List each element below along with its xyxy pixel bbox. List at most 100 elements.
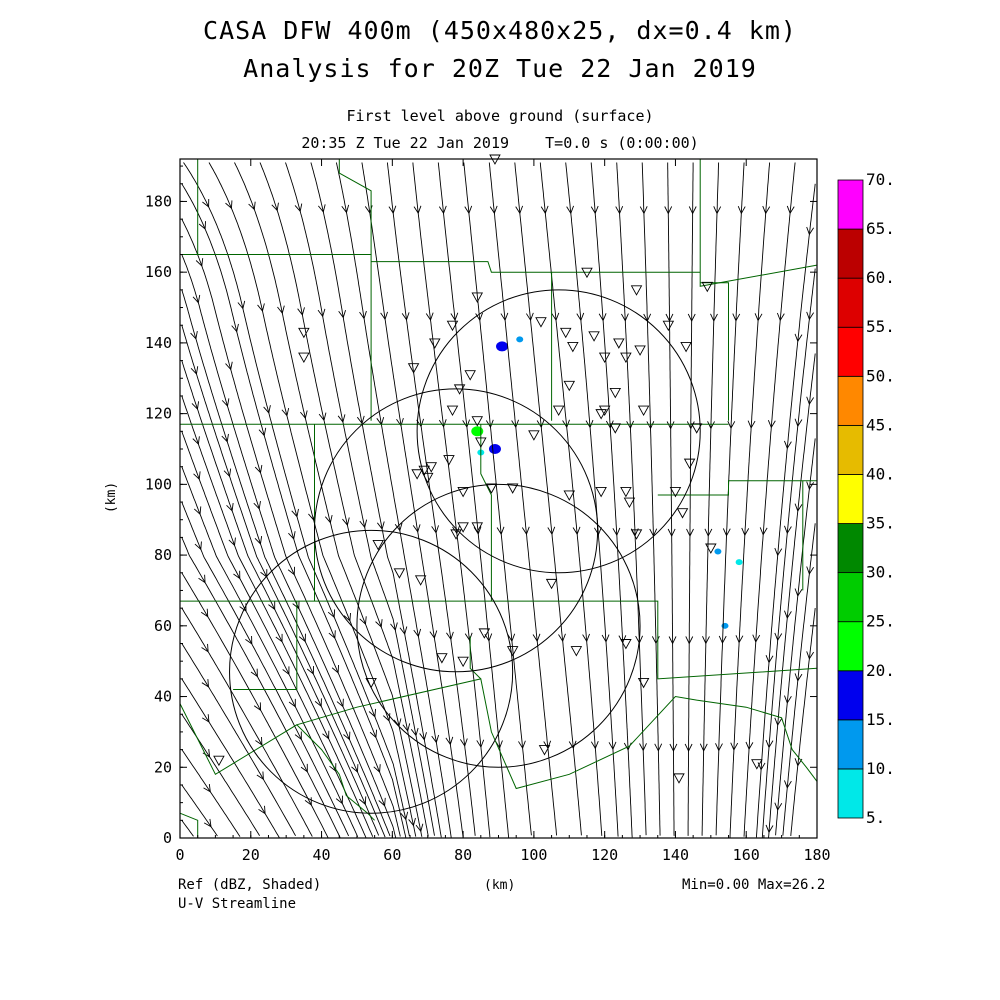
station-marker	[701, 281, 714, 293]
streamline	[412, 162, 491, 838]
streamline-arrow	[254, 464, 263, 474]
reflectivity-legend-label: Ref (dBZ, Shaded)	[178, 877, 322, 893]
streamline-arrow	[412, 524, 421, 533]
colorbar-label: 25.	[866, 612, 895, 631]
streamline	[285, 162, 435, 836]
streamline-arrow	[300, 763, 308, 773]
streamline-arrow	[765, 739, 774, 749]
colorbar-swatch	[837, 621, 864, 672]
streamline-arrow	[776, 312, 785, 322]
streamline	[775, 438, 816, 836]
streamline-arrow	[747, 420, 756, 429]
station-marker	[634, 345, 646, 356]
streamline-arrow	[515, 205, 524, 215]
streamline	[488, 162, 558, 836]
county-boundary	[699, 159, 818, 287]
streamline-arrow	[337, 414, 346, 423]
station-marker	[545, 578, 558, 590]
streamline-arrow	[702, 636, 710, 645]
streamline-arrow	[774, 802, 783, 811]
x-axis-label: (km)	[484, 878, 516, 893]
colorbar-swatch	[837, 179, 864, 230]
streamline-arrow	[343, 612, 351, 622]
streamline-arrow	[317, 308, 326, 318]
streamline	[743, 162, 796, 837]
streamline-arrow	[496, 526, 505, 536]
station-marker	[630, 285, 643, 296]
streamline-arrow	[737, 206, 746, 215]
min-max-readout: Min=0.00 Max=26.2	[682, 877, 826, 893]
streamline	[667, 162, 675, 836]
station-marker	[446, 405, 459, 417]
streamline-arrow	[794, 673, 803, 682]
station-marker	[613, 338, 625, 349]
colorbar-swatch	[837, 572, 864, 623]
streamline-arrow	[507, 633, 516, 643]
streamline-arrow	[317, 204, 326, 213]
streamline-arrow	[759, 527, 768, 536]
station-marker	[751, 759, 763, 770]
level-subtitle: First level above ground (surface)	[346, 107, 654, 125]
streamline-arrow	[462, 419, 471, 428]
streamline-arrow	[551, 312, 560, 322]
station-marker	[669, 486, 682, 498]
streamline-arrow	[281, 407, 290, 417]
streamline	[181, 395, 374, 837]
streamline-arrow	[576, 312, 585, 322]
streamline-arrow	[192, 294, 201, 304]
streamline-arrow	[566, 205, 575, 215]
county-boundary	[180, 159, 372, 255]
colorbar-swatch	[837, 719, 864, 770]
streamline-arrow	[525, 312, 534, 322]
streamline-arrow	[198, 574, 206, 584]
streamline-arrow	[484, 633, 493, 642]
streamline-arrow	[253, 702, 262, 712]
streamline	[181, 749, 241, 837]
streamline-arrow	[687, 313, 696, 322]
streamline-arrow	[450, 312, 459, 322]
streamline-arrow	[794, 333, 803, 343]
streamline	[590, 162, 633, 838]
streamline-arrow	[192, 436, 200, 446]
streamline-arrow	[416, 418, 424, 428]
streamline-arrow	[258, 805, 266, 815]
streamline-arrow	[572, 526, 581, 536]
streamline-arrow	[718, 635, 727, 645]
colorbar-swatch	[837, 474, 864, 524]
colorbar-label: 30.	[866, 563, 895, 582]
radar-range-ring	[313, 388, 599, 673]
county-boundary	[180, 600, 818, 680]
streamline-arrow	[413, 628, 422, 638]
streamline	[463, 162, 532, 836]
colorbar-swatch	[837, 277, 864, 328]
streamline-arrow	[473, 526, 482, 535]
streamline-arrow	[806, 566, 815, 575]
streamline-legend-label: U-V Streamline	[178, 896, 297, 912]
streamline-arrow	[329, 763, 337, 772]
county-boundary	[179, 703, 375, 821]
station-marker	[581, 267, 593, 279]
streamline-arrow	[765, 824, 774, 834]
reflectivity-echo	[721, 622, 729, 629]
streamline-arrow	[532, 633, 541, 643]
station-marker	[471, 522, 484, 533]
colorbar-label: 20.	[866, 661, 895, 680]
streamline-arrow	[190, 331, 198, 340]
station-marker	[411, 469, 423, 480]
streamline-arrow	[275, 633, 283, 643]
streamline-arrow	[390, 622, 398, 632]
streamline-arrow	[429, 630, 438, 639]
station-marker	[690, 423, 703, 434]
streamline-arrow	[601, 634, 610, 643]
streamline	[335, 162, 452, 838]
streamline-arrow	[255, 736, 263, 746]
colorbar-swatch	[837, 670, 864, 721]
station-marker	[570, 646, 583, 657]
y-tick-label: 20	[154, 758, 172, 776]
streamline-arrow	[464, 205, 473, 215]
streamline-arrow	[686, 528, 694, 537]
station-marker	[457, 522, 469, 533]
colorbar-label: 45.	[866, 415, 895, 434]
streamline-arrow	[200, 608, 209, 618]
